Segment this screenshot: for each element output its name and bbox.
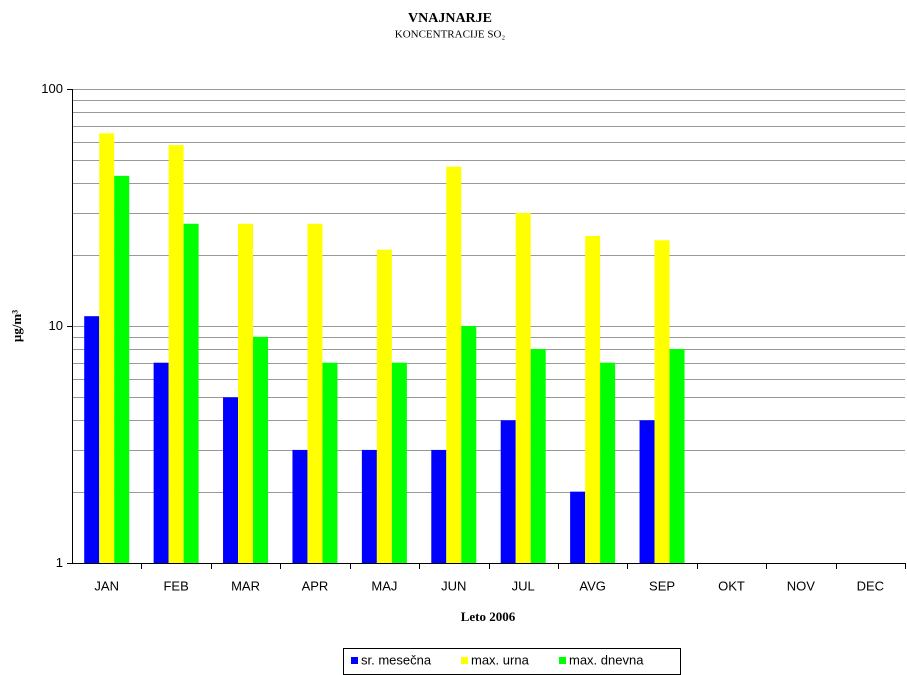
legend-label: max. urna	[471, 652, 530, 667]
bar	[361, 449, 377, 563]
bar	[654, 240, 670, 563]
x-tick-label: MAJ	[371, 578, 397, 593]
bar	[153, 362, 169, 563]
legend-label: max. dnevna	[569, 652, 644, 667]
x-tick-label: OKT	[718, 578, 745, 593]
x-tick-label: AVG	[579, 578, 606, 593]
bar	[114, 175, 130, 563]
bar	[84, 316, 100, 563]
bar	[253, 336, 269, 563]
bar	[322, 362, 338, 563]
x-tick-label: JUN	[441, 578, 466, 593]
bar	[600, 362, 616, 563]
bar	[238, 223, 254, 563]
x-tick-label: APR	[302, 578, 329, 593]
bar	[446, 166, 462, 563]
y-tick-label: 10	[49, 318, 63, 333]
bar	[99, 133, 115, 563]
bar	[585, 235, 601, 563]
x-tick-label: FEB	[163, 578, 188, 593]
bar	[530, 348, 546, 563]
x-tick-label: NOV	[787, 578, 816, 593]
bar	[669, 348, 685, 563]
bar	[500, 420, 516, 563]
bar	[292, 449, 308, 563]
y-tick-label: 100	[41, 81, 63, 96]
bar	[431, 449, 447, 563]
x-axis-label: Leto 2006	[461, 609, 516, 624]
legend-swatch	[461, 657, 468, 664]
y-tick-label: 1	[56, 555, 63, 570]
y-axis-label: µg/m³	[9, 310, 24, 342]
bar	[391, 362, 407, 563]
x-tick-label: SEP	[649, 578, 675, 593]
bar	[461, 326, 477, 563]
legend-swatch	[351, 657, 358, 664]
x-tick-label: JAN	[94, 578, 119, 593]
bar	[307, 223, 323, 563]
x-tick-label: DEC	[857, 578, 884, 593]
bar	[515, 212, 531, 564]
legend-box	[343, 648, 681, 675]
chart-subtitle: KONCENTRACIJE SO₂	[395, 29, 506, 41]
bar	[168, 145, 184, 563]
legend-swatch	[559, 657, 566, 664]
legend-label: sr. mesečna	[361, 652, 432, 667]
x-tick-label: JUL	[512, 578, 535, 593]
bar	[570, 491, 586, 563]
bar	[223, 397, 239, 563]
chart-title: VNAJNARJE	[408, 11, 492, 26]
bar	[639, 420, 655, 563]
bar	[376, 249, 392, 563]
x-tick-label: MAR	[231, 578, 260, 593]
bar	[183, 223, 199, 563]
